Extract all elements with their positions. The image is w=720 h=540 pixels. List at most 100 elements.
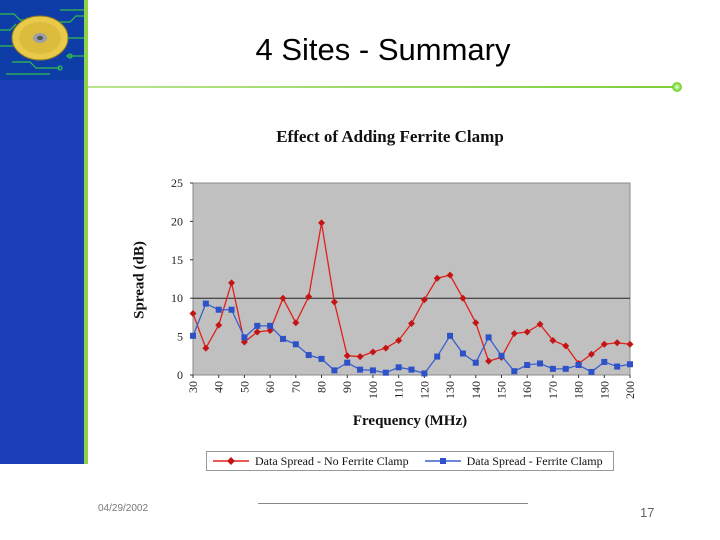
x-tick-label: 150 [494, 381, 508, 399]
data-point-clamp [395, 364, 402, 371]
x-tick-label: 90 [340, 381, 354, 393]
data-point-no-clamp [343, 352, 351, 360]
data-point-no-clamp [433, 274, 441, 282]
legend-item-no-clamp: Data Spread - No Ferrite Clamp [213, 454, 409, 469]
data-point-clamp [524, 362, 531, 369]
chart-title: Effect of Adding Ferrite Clamp [276, 127, 504, 146]
legend-swatch-blue [424, 458, 461, 464]
x-tick-label: 190 [597, 381, 611, 399]
data-point-no-clamp [485, 357, 493, 365]
data-point-no-clamp [395, 336, 403, 344]
data-point-no-clamp [305, 293, 313, 301]
x-axis-label: Frequency (MHz) [352, 413, 468, 429]
data-point-clamp [215, 306, 222, 313]
data-point-clamp [267, 322, 274, 329]
data-point-clamp [459, 350, 466, 357]
data-point-no-clamp [446, 271, 454, 279]
y-tick-label: 25 [171, 176, 183, 190]
data-point-no-clamp [562, 342, 570, 350]
x-tick-label: 40 [212, 381, 226, 393]
x-tick-label: 160 [520, 381, 534, 399]
y-tick-label: 10 [171, 291, 183, 305]
footer-date: 04/29/2002 [98, 503, 149, 514]
slide-title: 4 Sites - Summary [255, 32, 511, 67]
data-point-clamp [562, 365, 569, 372]
data-point-clamp [472, 359, 479, 366]
data-point-clamp [190, 332, 196, 339]
disc-logo-icon [0, 0, 84, 80]
data-point-clamp [537, 360, 544, 367]
data-point-clamp [408, 366, 415, 373]
rule-glow-dot [672, 82, 682, 92]
data-point-no-clamp [356, 353, 364, 361]
data-point-no-clamp [613, 339, 621, 347]
data-point-no-clamp [510, 330, 518, 338]
legend-label-clamp: Data Spread - Ferrite Clamp [466, 453, 603, 468]
sidebar-band [0, 0, 84, 464]
data-point-clamp [382, 369, 389, 376]
x-tick-label: 140 [469, 381, 483, 399]
data-point-clamp [228, 306, 235, 313]
data-point-clamp [241, 334, 248, 341]
data-point-clamp [369, 367, 376, 374]
data-point-no-clamp [536, 320, 544, 328]
data-point-no-clamp [459, 294, 467, 302]
data-point-clamp [254, 322, 261, 329]
x-tick-label: 30 [186, 381, 200, 393]
footer-divider [258, 503, 528, 504]
x-tick-label: 170 [546, 381, 560, 399]
data-point-no-clamp [330, 298, 338, 306]
data-point-clamp [305, 352, 312, 359]
data-point-no-clamp [215, 321, 223, 329]
data-point-no-clamp [587, 350, 595, 358]
data-point-no-clamp [472, 319, 480, 327]
x-tick-label: 120 [417, 381, 431, 399]
data-point-no-clamp [318, 219, 326, 227]
data-point-no-clamp [408, 320, 415, 328]
data-point-no-clamp [626, 340, 634, 348]
data-point-no-clamp [228, 279, 236, 287]
data-point-clamp [279, 335, 286, 342]
data-point-no-clamp [549, 336, 557, 344]
data-point-clamp [292, 341, 299, 348]
data-point-clamp [344, 359, 351, 366]
data-point-no-clamp [523, 328, 531, 336]
x-tick-label: 110 [392, 381, 406, 399]
y-tick-label: 20 [171, 214, 183, 228]
data-point-clamp [549, 365, 556, 372]
data-point-clamp [447, 332, 454, 339]
page-number: 17 [640, 505, 655, 520]
data-point-clamp [511, 368, 518, 375]
x-tick-label: 100 [366, 381, 380, 399]
legend-swatch-red [213, 457, 249, 465]
x-tick-label: 70 [289, 381, 303, 393]
data-point-clamp [627, 361, 633, 368]
x-tick-label: 200 [623, 381, 637, 399]
x-tick-label: 180 [572, 381, 586, 399]
data-point-clamp [357, 366, 364, 373]
data-point-no-clamp [420, 296, 428, 304]
y-tick-label: 5 [177, 330, 183, 344]
data-point-no-clamp [279, 294, 287, 302]
x-tick-label: 60 [263, 381, 277, 393]
data-point-no-clamp [253, 328, 261, 336]
data-point-clamp [498, 352, 505, 359]
data-point-no-clamp [189, 310, 197, 318]
y-tick-label: 15 [171, 253, 183, 267]
data-point-clamp [588, 368, 595, 375]
x-tick-label: 50 [237, 381, 251, 393]
data-point-clamp [331, 367, 338, 374]
legend-label-no-clamp: Data Spread - No Ferrite Clamp [255, 453, 409, 468]
data-point-clamp [614, 363, 621, 370]
data-point-clamp [575, 362, 582, 369]
data-point-clamp [434, 353, 441, 360]
data-point-no-clamp [202, 344, 210, 352]
plot-area [192, 182, 631, 376]
data-point-no-clamp [600, 340, 608, 348]
data-point-clamp [485, 334, 492, 341]
data-point-no-clamp [382, 344, 390, 352]
title-rule [88, 86, 676, 88]
legend-item-clamp: Data Spread - Ferrite Clamp [424, 453, 603, 469]
chart-legend: Data Spread - No Ferrite Clamp Data Spre… [206, 451, 614, 471]
